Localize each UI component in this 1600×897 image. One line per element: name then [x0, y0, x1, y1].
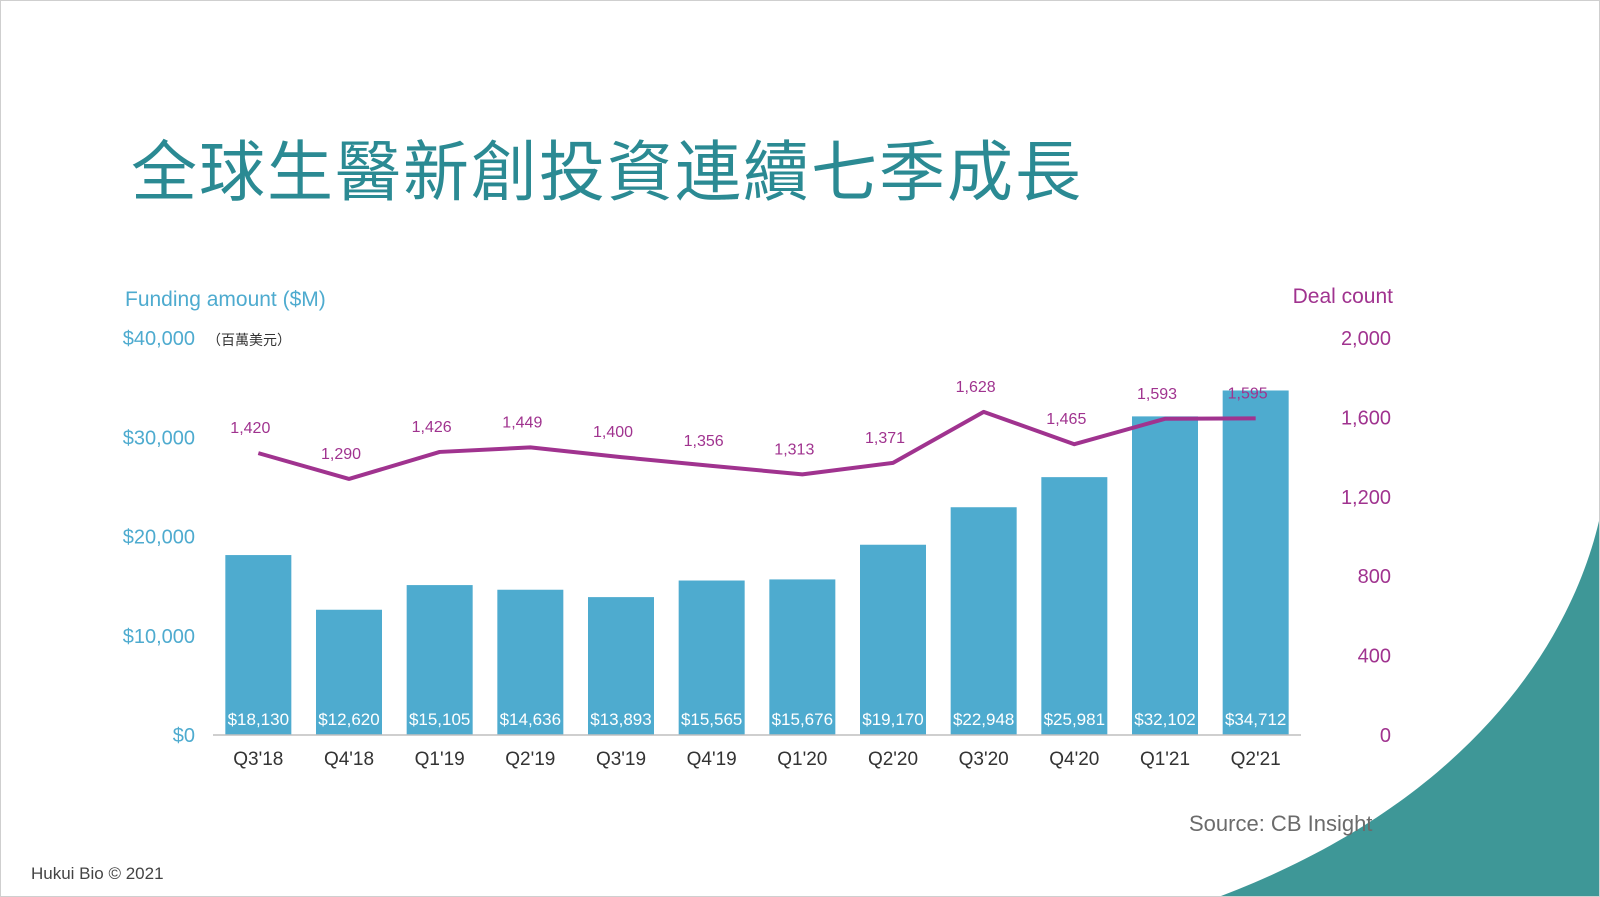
funding-bar-value-label: $15,676 — [772, 710, 833, 729]
deal-count-value-label: 1,290 — [321, 446, 361, 463]
left-axis-tick-label: $40,000 — [123, 328, 195, 350]
x-axis-tick-label: Q3'18 — [233, 749, 283, 770]
funding-bar — [225, 555, 292, 735]
funding-bar — [860, 544, 926, 735]
deal-count-value-label: 1,400 — [593, 424, 633, 441]
funding-bar — [588, 597, 654, 735]
funding-bar — [497, 589, 564, 735]
right-axis-title: Deal count — [1293, 285, 1394, 308]
x-axis-tick-label: Q2'20 — [868, 749, 918, 770]
x-axis-tick-label: Q2'19 — [505, 749, 555, 770]
funding-bar — [1041, 477, 1108, 735]
deal-count-value-label: 1,420 — [230, 420, 270, 437]
deal-count-value-label: 1,465 — [1046, 411, 1086, 428]
x-axis-tick-label: Q2'21 — [1231, 749, 1281, 770]
deal-count-line — [257, 409, 1256, 481]
funding-bar — [950, 507, 1017, 735]
funding-bar-value-label: $25,981 — [1044, 710, 1105, 729]
funding-bar-value-label: $34,712 — [1225, 710, 1286, 729]
source-note: Source: CB Insight — [1189, 811, 1373, 836]
x-axis-tick-label: Q4'19 — [687, 749, 737, 770]
funding-bar-value-label: $13,893 — [590, 710, 651, 729]
right-axis-tick-label: 400 — [1358, 646, 1391, 668]
right-axis-tick-label: 0 — [1380, 725, 1391, 747]
funding-bar — [769, 579, 836, 735]
funding-bar — [406, 585, 473, 735]
deal-count-value-label: 1,313 — [774, 441, 814, 458]
funding-bar-value-label: $32,102 — [1134, 710, 1195, 729]
left-axis-title: Funding amount ($M) — [125, 288, 326, 311]
x-axis-tick-label: Q4'18 — [324, 749, 374, 770]
deal-count-value-label: 1,595 — [1228, 385, 1268, 402]
x-axis-tick-label: Q3'19 — [596, 749, 646, 770]
deal-count-value-label: 1,371 — [865, 430, 905, 447]
x-axis-tick-label: Q1'19 — [415, 749, 465, 770]
deal-count-value-label: 1,426 — [412, 419, 452, 436]
x-axis-tick-label: Q4'20 — [1049, 749, 1099, 770]
footer-copyright: Hukui Bio © 2021 — [31, 864, 164, 883]
funding-bar-value-label: $15,105 — [409, 710, 470, 729]
funding-bar — [678, 580, 745, 735]
funding-bar — [1222, 390, 1289, 735]
x-axis-tick-label: Q1'21 — [1140, 749, 1190, 770]
deal-count-value-label: 1,628 — [956, 379, 996, 396]
x-axis-tick-label: Q3'20 — [959, 749, 1009, 770]
funding-bar-value-label: $22,948 — [953, 710, 1014, 729]
left-axis-tick-label: $0 — [173, 725, 195, 747]
funding-bar — [1132, 416, 1198, 735]
funding-bar — [316, 609, 382, 735]
left-axis-tick-label: $30,000 — [123, 427, 195, 449]
funding-bar-value-label: $18,130 — [228, 710, 289, 729]
deal-count-value-label: 1,449 — [502, 414, 542, 431]
right-axis-tick-label: 1,200 — [1341, 487, 1391, 509]
right-axis-tick-label: 1,600 — [1341, 407, 1391, 429]
right-axis-tick-label: 800 — [1358, 566, 1391, 588]
corner-wave-shape — [1221, 521, 1599, 896]
funding-bar-value-label: $19,170 — [862, 710, 923, 729]
left-axis-tick-label: $20,000 — [123, 527, 195, 549]
funding-bar-value-label: $14,636 — [500, 710, 561, 729]
deal-count-value-label: 1,356 — [684, 433, 724, 450]
left-axis-tick-label: $10,000 — [123, 626, 195, 648]
deal-count-value-label: 1,593 — [1137, 386, 1177, 403]
funding-bar-value-label: $12,620 — [318, 710, 379, 729]
page-title: 全球生醫新創投資連續七季成長 — [131, 134, 1083, 211]
funding-bar-value-label: $15,565 — [681, 710, 742, 729]
x-axis-tick-label: Q1'20 — [777, 749, 827, 770]
right-axis-tick-label: 2,000 — [1341, 328, 1391, 350]
left-axis-unit-note: （百萬美元） — [207, 333, 291, 349]
